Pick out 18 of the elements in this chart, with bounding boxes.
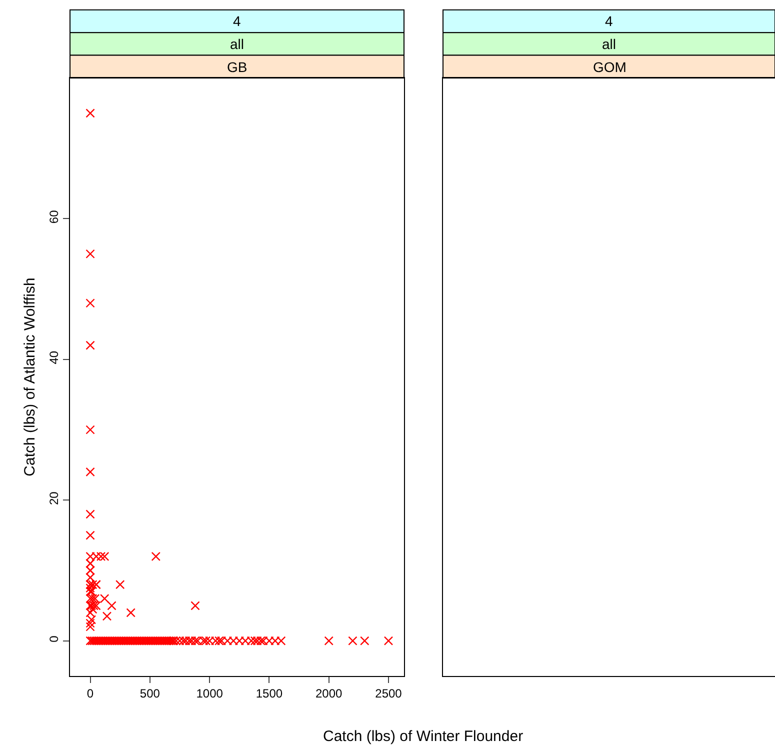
y-axis-title: Catch (lbs) of Atlantic Wolffish — [21, 278, 38, 476]
x-tick-label: 0 — [86, 686, 94, 700]
text: all — [602, 36, 616, 52]
x-axis-title: Catch (lbs) of Winter Flounder — [323, 728, 524, 745]
x-tick-label: 2000 — [316, 686, 343, 700]
text: GB — [227, 59, 248, 75]
x-tick-label: 500 — [140, 686, 160, 700]
x-tick-label: 2500 — [375, 686, 402, 700]
text: 4 — [605, 13, 613, 29]
y-tick-label: 60 — [47, 210, 62, 224]
text: all — [230, 36, 244, 52]
y-tick-label: 0 — [47, 635, 62, 642]
text: GOM — [593, 59, 626, 75]
y-tick-label: 20 — [47, 491, 62, 505]
x-tick-label: 1500 — [256, 686, 283, 700]
x-tick-label: 1000 — [196, 686, 224, 700]
y-tick-label: 40 — [47, 350, 62, 364]
text: 4 — [233, 13, 241, 29]
